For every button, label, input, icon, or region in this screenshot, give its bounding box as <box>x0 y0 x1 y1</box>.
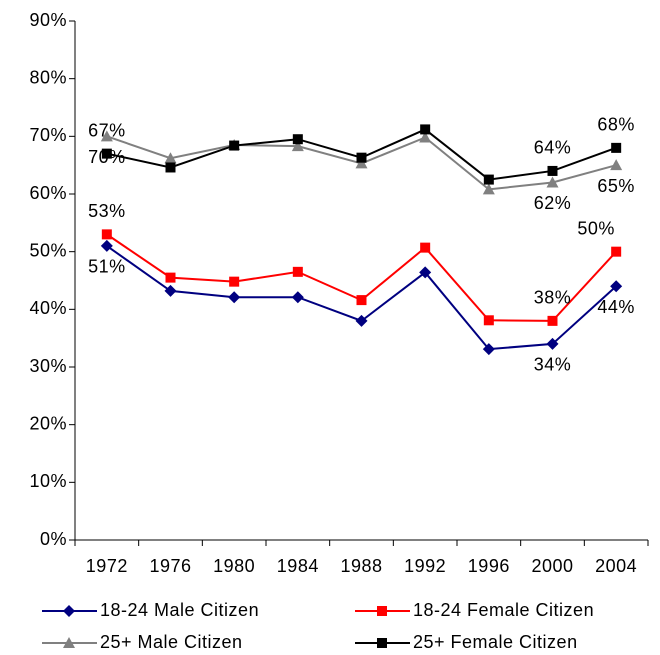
marker <box>292 266 303 277</box>
x-tick-label: 1996 <box>468 556 510 576</box>
marker <box>292 134 303 145</box>
marker <box>547 165 558 176</box>
data-label: 64% <box>534 138 572 158</box>
marker <box>101 229 112 240</box>
data-label: 65% <box>597 176 635 196</box>
marker <box>100 239 113 252</box>
marker <box>483 174 494 185</box>
marker <box>228 291 241 304</box>
y-tick-label: 20% <box>29 413 67 433</box>
y-tick-label: 40% <box>29 298 67 318</box>
marker <box>546 337 559 350</box>
legend-label: 18-24 Male Citizen <box>100 600 259 620</box>
marker <box>611 142 622 153</box>
y-tick-label: 80% <box>29 67 67 87</box>
marker <box>63 605 75 617</box>
marker <box>355 157 368 169</box>
y-tick-label: 90% <box>29 10 67 30</box>
data-label: 38% <box>534 288 572 308</box>
y-tick-label: 30% <box>29 356 67 376</box>
marker <box>291 291 304 304</box>
marker <box>419 266 432 279</box>
x-tick-label: 1984 <box>277 556 319 576</box>
series-line <box>106 233 617 322</box>
data-label: 50% <box>577 218 615 238</box>
marker <box>482 183 495 195</box>
x-tick-label: 2004 <box>595 556 637 576</box>
legend-label: 25+ Male Citizen <box>100 632 243 652</box>
marker <box>101 148 112 159</box>
y-tick-label: 50% <box>29 240 67 260</box>
x-tick-label: 2000 <box>531 556 573 576</box>
marker <box>483 315 494 326</box>
legend-label: 18-24 Female Citizen <box>413 600 594 620</box>
data-label: 67% <box>88 120 126 140</box>
marker <box>165 162 176 173</box>
legend-label: 25+ Female Citizen <box>413 632 578 652</box>
marker <box>419 131 432 143</box>
marker <box>229 140 240 151</box>
y-tick-label: 60% <box>29 183 67 203</box>
marker <box>164 152 177 164</box>
marker <box>377 606 387 616</box>
marker <box>229 276 240 287</box>
x-tick-label: 1980 <box>213 556 255 576</box>
marker <box>100 130 113 142</box>
marker <box>611 246 622 257</box>
marker <box>482 343 495 356</box>
marker <box>356 152 367 163</box>
marker <box>165 272 176 283</box>
data-label: 62% <box>534 193 572 213</box>
marker <box>356 295 367 306</box>
data-label: 53% <box>88 201 126 221</box>
marker <box>355 314 368 327</box>
data-label: 34% <box>534 355 572 375</box>
marker <box>546 176 559 188</box>
x-tick-label: 1988 <box>340 556 382 576</box>
y-tick-label: 0% <box>40 529 67 549</box>
data-label: 68% <box>597 115 635 135</box>
x-tick-label: 1992 <box>404 556 446 576</box>
marker <box>547 315 558 326</box>
data-label: 44% <box>597 297 635 317</box>
marker <box>420 124 431 135</box>
marker <box>291 140 304 152</box>
data-label: 51% <box>88 257 126 277</box>
y-tick-label: 70% <box>29 125 67 145</box>
marker <box>377 638 387 648</box>
marker <box>164 284 177 297</box>
marker <box>610 280 623 293</box>
marker <box>420 242 431 253</box>
y-tick-label: 10% <box>29 471 67 491</box>
x-tick-label: 1976 <box>149 556 191 576</box>
marker <box>610 159 623 171</box>
x-tick-label: 1972 <box>86 556 128 576</box>
marker <box>63 637 75 648</box>
